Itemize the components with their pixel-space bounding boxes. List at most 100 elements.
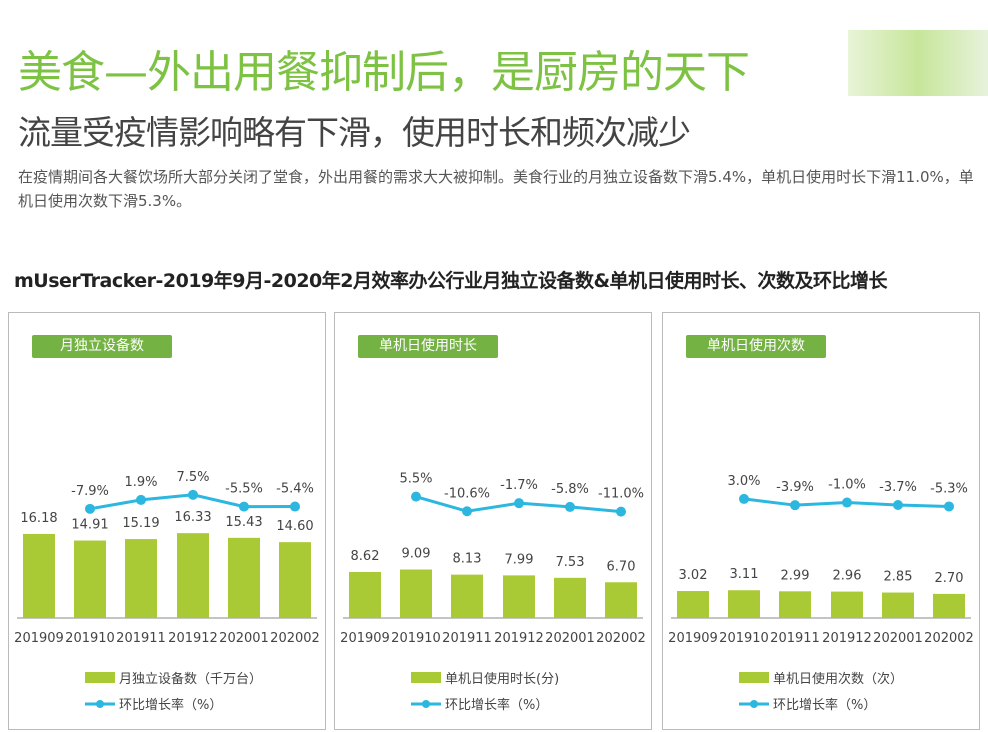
bar	[125, 539, 157, 618]
growth-point	[944, 501, 954, 512]
x-tick-label: 201911	[770, 631, 820, 646]
blurred-logo	[848, 30, 988, 96]
legend-line-label: 环比增长率（%）	[445, 697, 548, 713]
legend-bar-label: 单机日使用时长(分)	[445, 671, 559, 687]
growth-value-label: -5.4%	[276, 482, 314, 497]
x-tick-label: 201910	[719, 631, 769, 646]
x-tick-label: 201909	[14, 631, 64, 646]
bar	[228, 537, 260, 618]
legend-line-label: 环比增长率（%）	[119, 697, 222, 713]
bar-value-label: 8.62	[351, 549, 380, 564]
x-tick-label: 202002	[596, 631, 646, 646]
growth-point	[842, 497, 852, 508]
x-tick-label: 202001	[873, 631, 923, 646]
panel-badge: 月独立设备数	[32, 335, 172, 358]
growth-value-label: 1.9%	[124, 475, 157, 490]
x-tick-label: 201912	[822, 631, 872, 646]
chart-panel-duration: 单机日使用时长 8.62 201909 9.09 201910 8.13 201911 7.9…	[334, 312, 652, 730]
legend-bar-label: 月独立设备数（千万台）	[119, 671, 262, 687]
bar	[279, 542, 311, 618]
page-subtitle: 流量受疫情影响略有下滑，使用时长和频次减少	[18, 113, 691, 152]
growth-value-label: 5.5%	[399, 472, 432, 487]
x-tick-label: 202002	[270, 631, 320, 646]
bar-value-label: 14.91	[71, 518, 108, 533]
legend-bar-swatch	[411, 672, 441, 683]
growth-value-label: -5.8%	[551, 482, 589, 497]
bar-value-label: 2.85	[884, 570, 913, 585]
bar	[177, 533, 209, 618]
bar	[74, 540, 106, 618]
bar-value-label: 9.09	[402, 547, 431, 562]
bar-value-label: 3.02	[679, 568, 708, 583]
bar-value-label: 15.19	[122, 516, 159, 531]
bar	[451, 574, 483, 618]
bar	[779, 591, 811, 618]
x-tick-label: 202001	[545, 631, 595, 646]
growth-point	[616, 506, 626, 517]
x-tick-label: 201910	[391, 631, 441, 646]
panel-badge: 单机日使用时长	[358, 335, 498, 358]
chart-svg: 3.02 201909 3.11 201910 2.99 201911 2.96 201912…	[668, 474, 974, 713]
bar-value-label: 16.33	[174, 510, 211, 525]
page-title: 美食—外出用餐抑制后，是厨房的天下	[18, 47, 750, 98]
description: 在疫情期间各大餐饮场所大部分关闭了堂食，外出用餐的需求大大被抑制。美食行业的月独…	[18, 168, 974, 210]
growth-point	[893, 500, 903, 510]
bar-value-label: 2.96	[833, 569, 862, 584]
growth-value-label: -7.9%	[71, 484, 109, 499]
bar	[728, 590, 760, 618]
bar-value-label: 16.18	[20, 511, 57, 526]
bar-value-label: 15.43	[225, 515, 262, 530]
growth-point	[739, 493, 749, 504]
x-tick-label: 201910	[65, 631, 115, 646]
bar-value-label: 7.53	[556, 555, 585, 570]
bar-value-label: 2.70	[935, 571, 964, 586]
x-tick-label: 201912	[168, 631, 218, 646]
growth-point	[514, 498, 524, 509]
growth-point	[85, 503, 95, 514]
growth-point	[462, 506, 472, 517]
bar-value-label: 3.11	[730, 567, 759, 582]
bar	[554, 577, 586, 618]
bar	[933, 593, 965, 618]
legend-line-label: 环比增长率（%）	[773, 697, 876, 713]
bar	[605, 582, 637, 618]
bar	[677, 591, 709, 618]
growth-point	[411, 491, 421, 502]
bar	[349, 572, 381, 618]
bar	[831, 591, 863, 618]
growth-point	[188, 489, 198, 500]
legend-bar-label: 单机日使用次数（次）	[773, 671, 903, 687]
growth-point	[136, 494, 146, 505]
growth-value-label: -11.0%	[598, 487, 644, 502]
growth-value-label: -3.7%	[879, 480, 917, 495]
growth-value-label: -1.0%	[828, 478, 866, 493]
chart-panel-devices: 月独立设备数 16.18 201909 14.91 201910 15.19 201911 1…	[8, 312, 326, 730]
chart-title: mUserTracker-2019年9月-2020年2月效率办公行业月独立设备数…	[14, 270, 888, 292]
panel-badge: 单机日使用次数	[686, 335, 826, 358]
bar	[400, 569, 432, 618]
x-tick-label: 201909	[668, 631, 718, 646]
bar	[882, 592, 914, 618]
legend-bar-swatch	[85, 672, 115, 683]
chart-svg: 8.62 201909 9.09 201910 8.13 201911 7.99 201912…	[340, 472, 646, 713]
growth-point	[290, 501, 300, 512]
x-tick-label: 201911	[116, 631, 166, 646]
chart-panel-frequency: 单机日使用次数 3.02 201909 3.11 201910 2.99 201911 2.9…	[662, 312, 980, 730]
growth-point	[239, 501, 249, 512]
bar-value-label: 8.13	[453, 552, 482, 567]
growth-value-label: -5.3%	[930, 481, 968, 496]
x-tick-label: 201909	[340, 631, 390, 646]
bar-value-label: 7.99	[505, 552, 534, 567]
legend-line-marker	[96, 700, 104, 708]
growth-value-label: -1.7%	[500, 478, 538, 493]
growth-point	[790, 500, 800, 511]
bar	[23, 533, 55, 618]
growth-value-label: -10.6%	[444, 486, 490, 501]
growth-value-label: -3.9%	[776, 480, 814, 495]
growth-value-label: 3.0%	[727, 474, 760, 489]
x-tick-label: 201912	[494, 631, 544, 646]
legend-line-marker	[422, 700, 430, 708]
growth-value-label: 7.5%	[176, 470, 209, 485]
bar-value-label: 2.99	[781, 568, 810, 583]
x-tick-label: 202002	[924, 631, 974, 646]
